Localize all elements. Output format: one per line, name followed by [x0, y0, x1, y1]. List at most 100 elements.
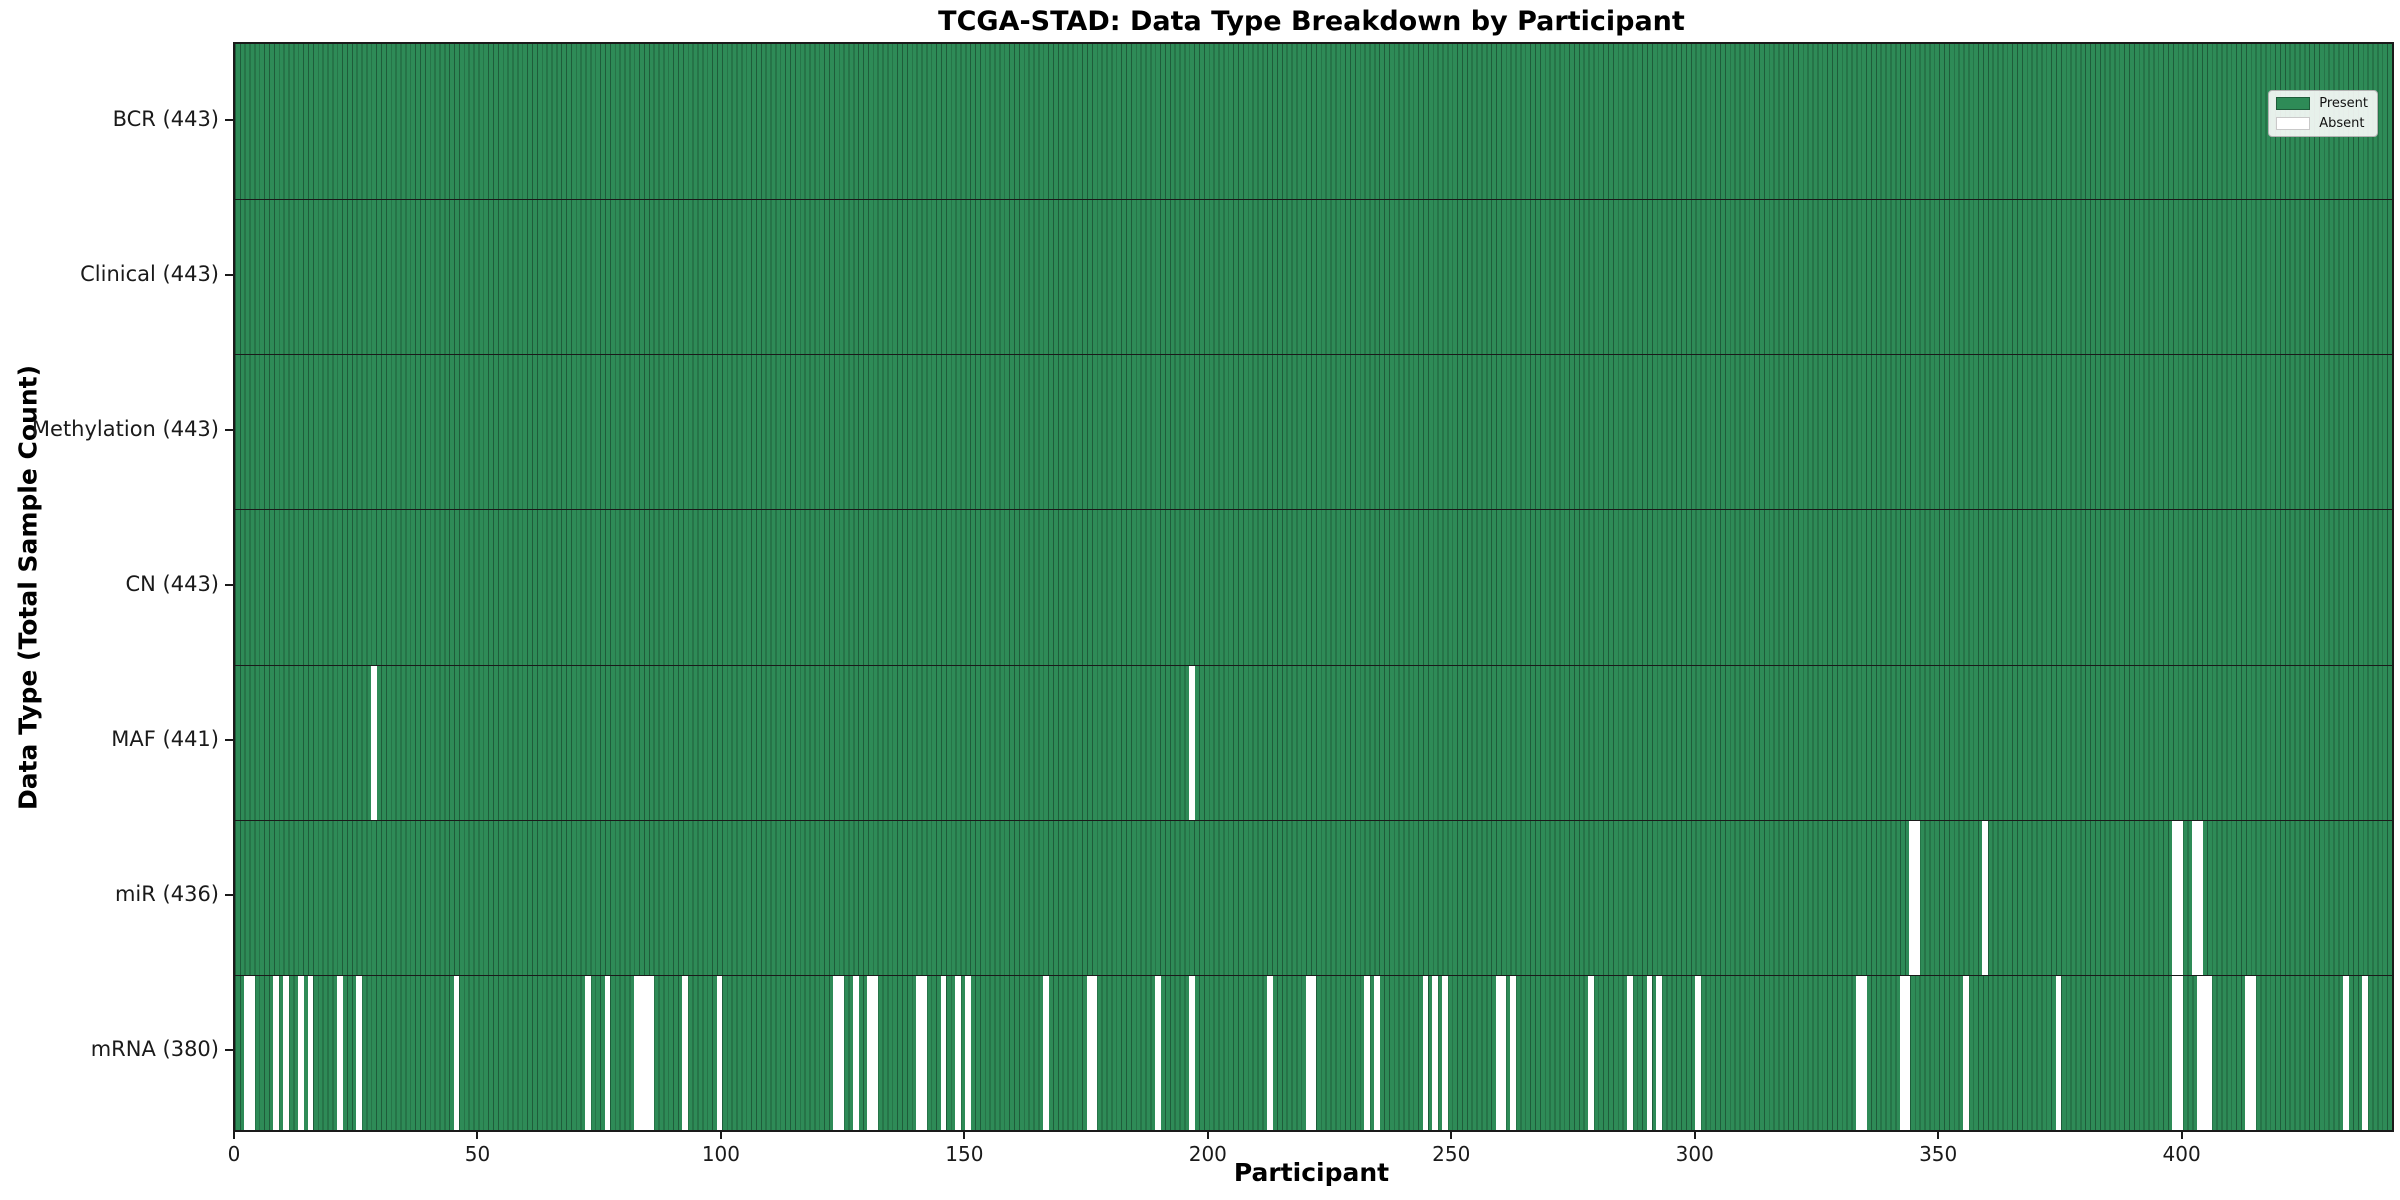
absent-stripe [1904, 975, 1911, 1130]
x-tick-mark [963, 1130, 966, 1139]
legend-absent-swatch [2276, 117, 2311, 130]
x-tick-mark [1206, 1130, 1209, 1139]
x-tick-mark [1693, 1130, 1696, 1139]
absent-stripe [643, 975, 650, 1130]
y-tick-mark [225, 118, 233, 121]
absent-stripe [1695, 975, 1702, 1130]
absent-stripe [682, 975, 689, 1130]
y-tick-label: CN (443) [125, 572, 219, 596]
absent-stripe [1154, 975, 1161, 1130]
absent-stripe [964, 975, 971, 1130]
legend-present-swatch [2276, 97, 2311, 110]
x-tick-mark [476, 1130, 479, 1139]
x-tick-label: 400 [2162, 1142, 2201, 1166]
absent-stripe [940, 975, 947, 1130]
absent-stripe [297, 975, 304, 1130]
absent-stripe [283, 975, 290, 1130]
absent-stripe [2172, 820, 2179, 975]
absent-stripe [1188, 975, 1195, 1130]
y-tick-mark [225, 739, 233, 742]
absent-stripe [1982, 820, 1989, 975]
absent-stripe [1656, 975, 1663, 1130]
absent-stripe [585, 975, 591, 1130]
absent-stripe [1914, 820, 1921, 975]
absent-stripe [852, 975, 859, 1130]
legend-present-label: Present [2319, 96, 2368, 111]
absent-stripe [955, 975, 961, 1130]
absent-stripe [1588, 975, 1594, 1130]
row-band-mrna [235, 974, 2392, 1130]
y-tick-label: MAF (441) [111, 727, 219, 752]
absent-stripe [638, 975, 645, 1130]
row-band-methylation [235, 354, 2392, 510]
absent-stripe [307, 975, 314, 1130]
absent-stripe [2055, 975, 2062, 1130]
absent-stripe [1627, 975, 1633, 1130]
x-tick-label: 50 [464, 1142, 491, 1166]
legend-entry-absent: Absent [2276, 116, 2368, 131]
x-tick-mark [719, 1130, 722, 1139]
y-tick-mark [225, 273, 233, 276]
absent-stripe [833, 975, 840, 1130]
absent-stripe [604, 975, 611, 1130]
absent-stripe [2177, 975, 2184, 1130]
absent-stripe [1266, 975, 1273, 1130]
absent-stripe [1310, 975, 1317, 1130]
absent-stripe [356, 975, 363, 1130]
absent-stripe [916, 975, 923, 1130]
absent-stripe [872, 975, 879, 1130]
absent-stripe [716, 975, 723, 1130]
absent-stripe [1855, 975, 1862, 1130]
y-tick-label: miR (436) [114, 882, 219, 907]
x-tick-label: 250 [1432, 1142, 1471, 1166]
x-tick-label: 350 [1919, 1142, 1958, 1166]
absent-stripe [1860, 975, 1867, 1130]
absent-stripe [633, 975, 640, 1130]
y-tick-mark [225, 894, 233, 897]
absent-stripe [1963, 975, 1969, 1130]
absent-stripe [249, 975, 255, 1130]
legend-absent-label: Absent [2319, 116, 2365, 131]
absent-stripe [336, 975, 343, 1130]
absent-stripe [1495, 975, 1502, 1130]
absent-stripe [370, 665, 377, 820]
row-band-maf [235, 664, 2392, 820]
absent-stripe [2206, 975, 2213, 1130]
absent-stripe [1646, 975, 1653, 1130]
row-band-cn [235, 509, 2392, 665]
absent-stripe [2362, 975, 2369, 1130]
x-tick-mark [233, 1130, 235, 1139]
absent-stripe [1042, 975, 1049, 1130]
x-tick-mark [1450, 1130, 1453, 1139]
absent-stripe [1305, 975, 1312, 1130]
absent-stripe [1373, 975, 1380, 1130]
absent-stripe [1432, 975, 1439, 1130]
absent-stripe [244, 975, 251, 1130]
absent-stripe [1442, 975, 1448, 1130]
absent-stripe [2342, 975, 2349, 1130]
absent-stripe [1188, 665, 1195, 820]
absent-stripe [1510, 975, 1517, 1130]
absent-stripe [921, 975, 927, 1130]
y-tick-label: Methylation (443) [31, 416, 219, 441]
chart-title: TCGA-STAD: Data Type Breakdown by Partic… [938, 6, 1685, 37]
row-band-clinical [235, 199, 2392, 355]
x-axis-label: Participant [1233, 1158, 1390, 1187]
y-tick-label: BCR (443) [112, 106, 219, 131]
absent-stripe [2177, 820, 2184, 975]
y-tick-mark [225, 584, 233, 586]
absent-stripe [1364, 975, 1370, 1130]
x-tick-label: 100 [701, 1142, 740, 1166]
absent-stripe [838, 975, 845, 1130]
absent-stripe [2201, 975, 2208, 1130]
absent-stripe [1422, 975, 1429, 1130]
absent-stripe [2191, 820, 2198, 975]
absent-stripe [1500, 975, 1507, 1130]
plot-area: Present Absent [233, 42, 2394, 1132]
absent-stripe [1086, 975, 1093, 1130]
y-tick-mark [225, 428, 233, 431]
legend: Present Absent [2268, 90, 2378, 137]
absent-stripe [867, 975, 874, 1130]
absent-stripe [1899, 975, 1906, 1130]
